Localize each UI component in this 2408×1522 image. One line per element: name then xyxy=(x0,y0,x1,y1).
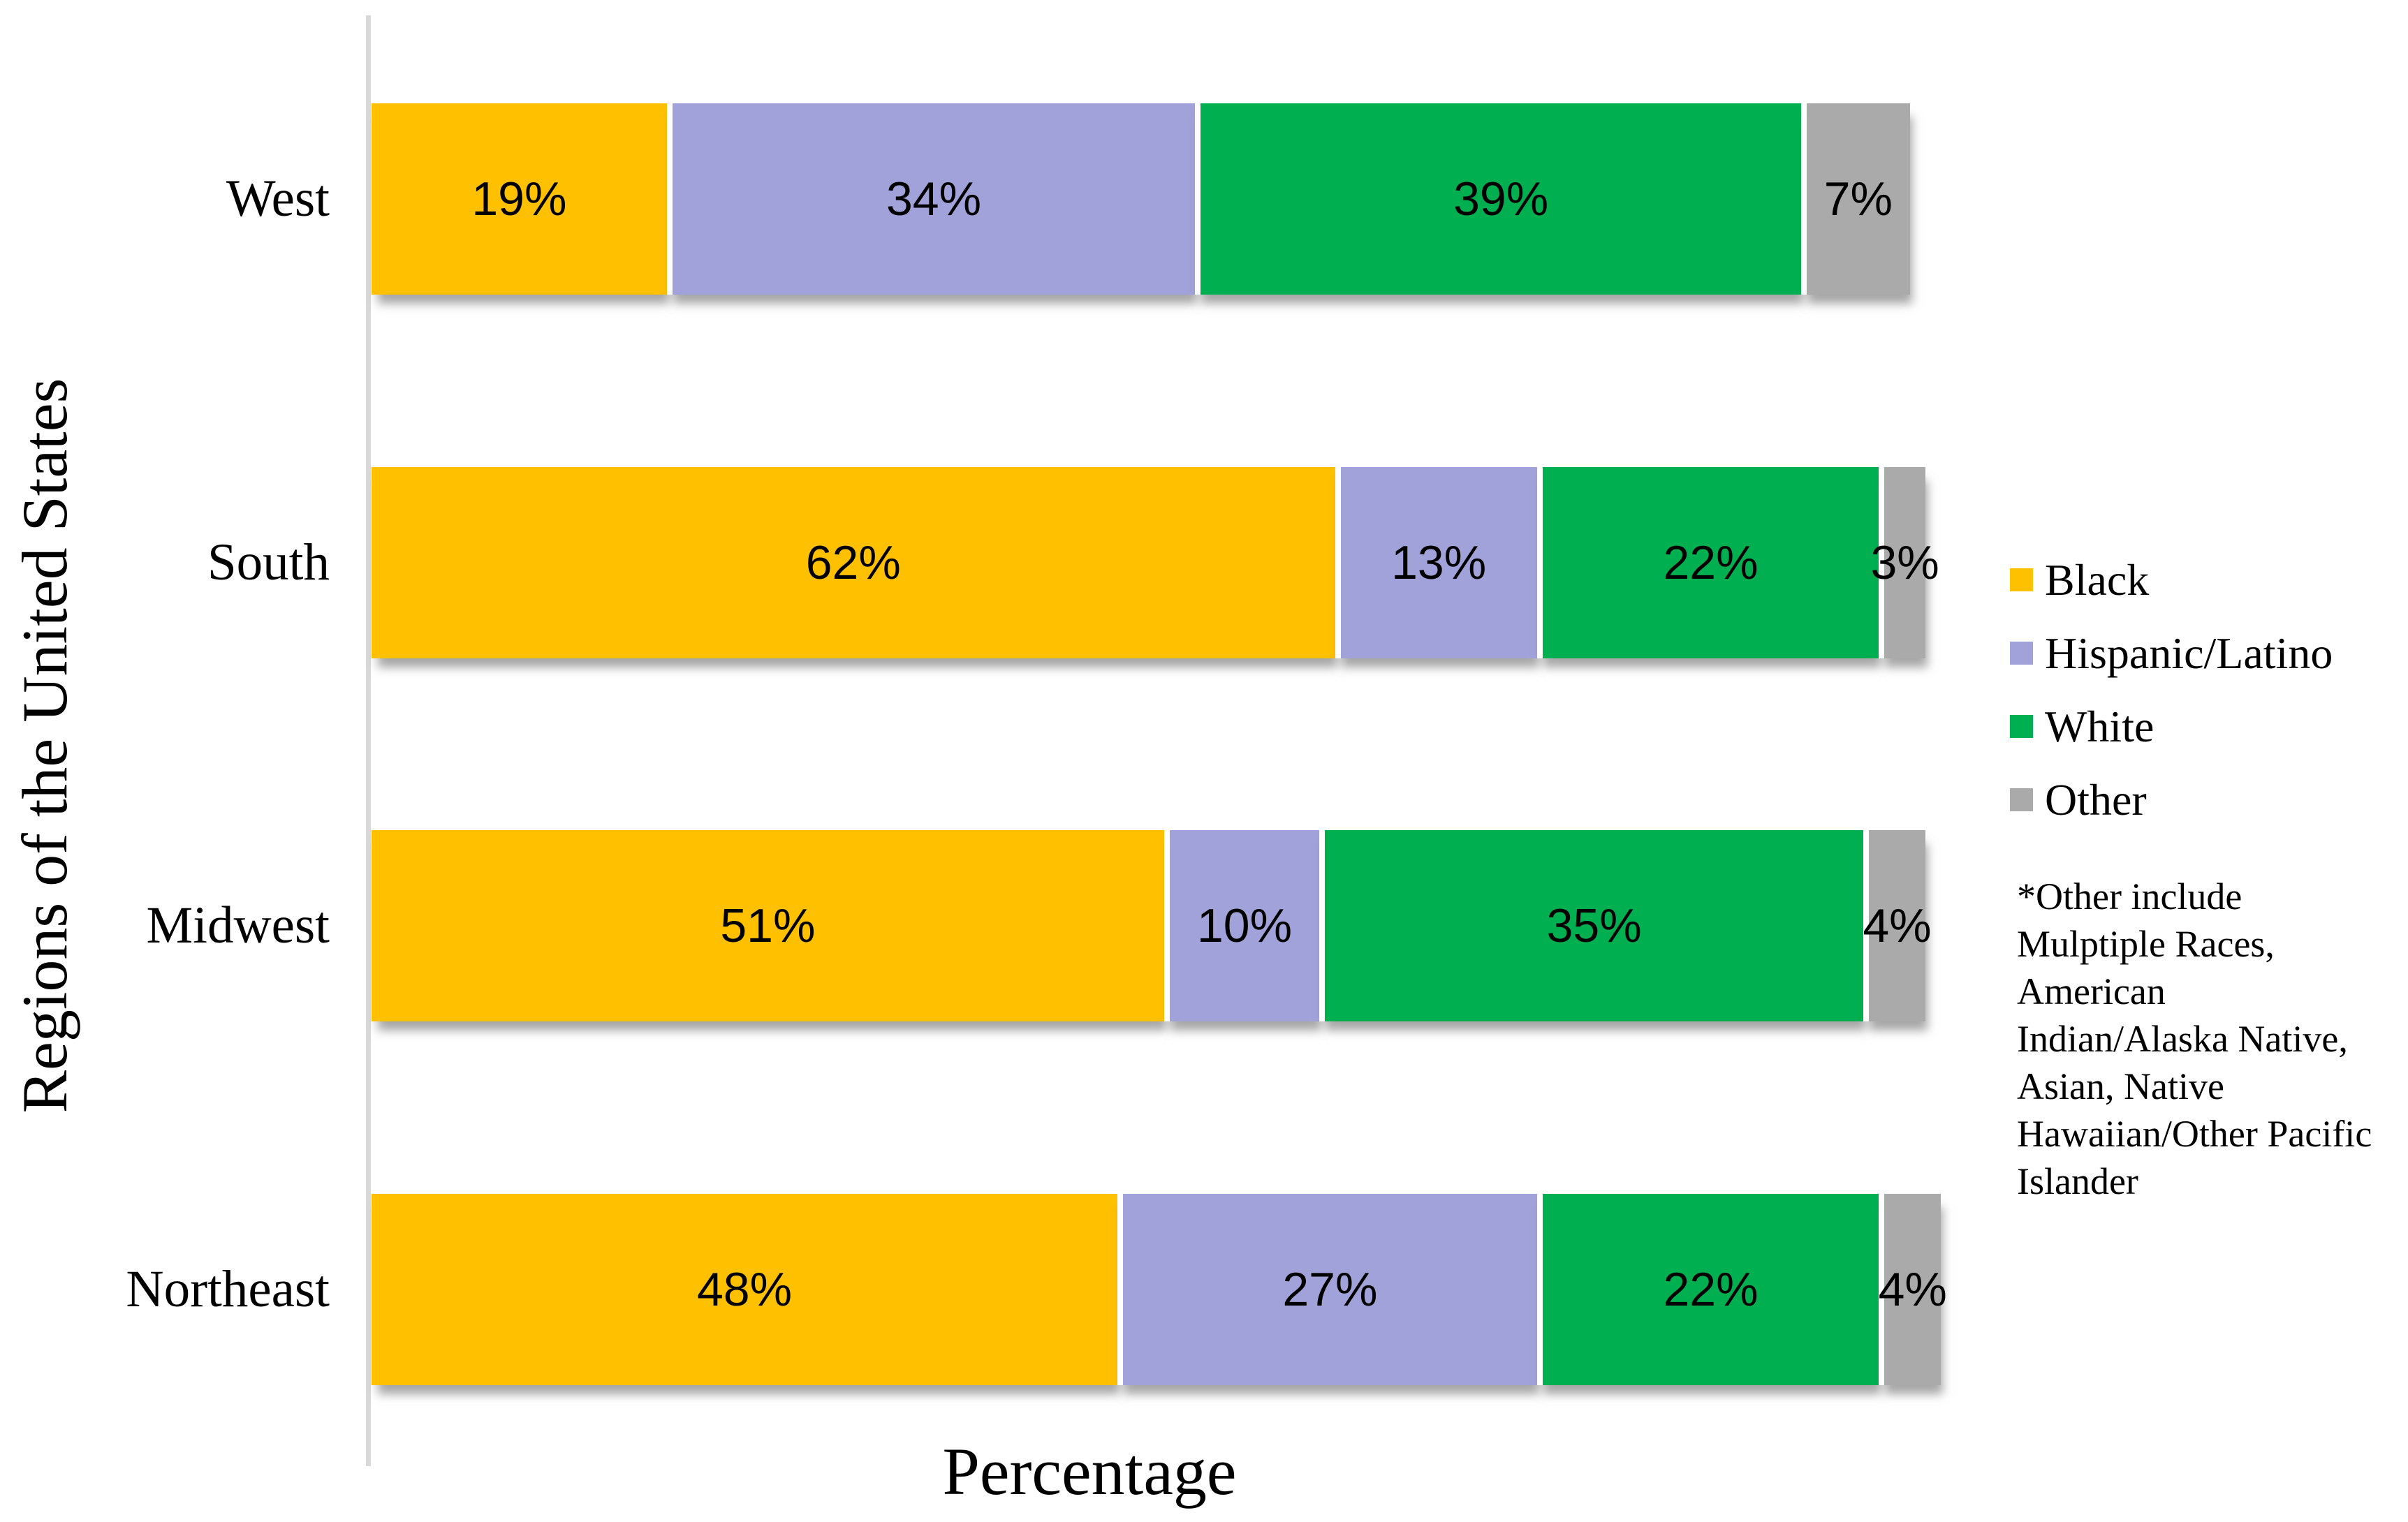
value-label-midwest-other: 4% xyxy=(1863,899,1932,952)
value-label-west-white: 39% xyxy=(1453,172,1549,226)
category-label-west: West xyxy=(226,170,330,228)
legend-swatch-other xyxy=(2010,788,2033,811)
bar-segment-west-other: 7% xyxy=(1801,103,1910,295)
value-label-south-black: 62% xyxy=(805,536,901,589)
legend-label-black: Black xyxy=(2045,554,2150,605)
bar-segment-midwest-black: 51% xyxy=(372,830,1164,1021)
y-axis-title: Regions of the United States xyxy=(9,378,80,1114)
bar-segment-midwest-white: 35% xyxy=(1319,830,1863,1021)
value-label-south-hispanic-latino: 13% xyxy=(1391,536,1487,589)
value-label-west-hispanic-latino: 34% xyxy=(886,172,982,226)
y-axis-line xyxy=(366,15,371,1466)
legend-item-black: Black xyxy=(2010,543,2333,616)
bar-segment-south-white: 22% xyxy=(1536,467,1879,658)
value-label-northeast-hispanic-latino: 27% xyxy=(1282,1263,1378,1316)
bar-segment-south-hispanic-latino: 13% xyxy=(1335,467,1537,658)
legend: Black Hispanic/Latino White Other xyxy=(2010,543,2333,836)
bar-row-midwest: 51% 10% 35% 4% xyxy=(372,830,1932,1021)
footnote-line: Hawaiian/Other Pacific xyxy=(2017,1113,2372,1155)
value-label-northeast-white: 22% xyxy=(1663,1263,1759,1316)
bar-segment-south-other: 3% xyxy=(1870,467,1939,658)
category-label-south: South xyxy=(207,533,330,591)
footnote-line: Indian/Alaska Native, xyxy=(2017,1018,2348,1060)
bar-segment-west-hispanic-latino: 34% xyxy=(666,103,1196,295)
value-label-midwest-white: 35% xyxy=(1546,899,1642,952)
legend-label-hispanic-latino: Hispanic/Latino xyxy=(2045,628,2333,678)
legend-item-white: White xyxy=(2010,690,2333,763)
value-label-west-black: 19% xyxy=(471,172,567,226)
bar-segment-midwest-other: 4% xyxy=(1863,830,1932,1021)
bar-row-south: 62% 13% 22% 3% xyxy=(372,467,1939,658)
bar-row-northeast: 48% 27% 22% 4% xyxy=(372,1194,1947,1385)
legend-label-other: Other xyxy=(2045,774,2147,825)
value-label-south-white: 22% xyxy=(1663,536,1759,589)
legend-item-hispanic-latino: Hispanic/Latino xyxy=(2010,616,2333,690)
footnote-line: Islander xyxy=(2017,1160,2138,1202)
value-label-midwest-black: 51% xyxy=(720,899,816,952)
legend-swatch-white xyxy=(2010,715,2033,738)
category-label-midwest: Midwest xyxy=(146,896,330,954)
value-label-west-other: 7% xyxy=(1823,172,1893,226)
value-label-northeast-black: 48% xyxy=(696,1263,793,1316)
value-label-south-other: 3% xyxy=(1870,536,1939,589)
bar-segment-northeast-hispanic-latino: 27% xyxy=(1117,1194,1537,1385)
bar-segment-west-white: 39% xyxy=(1195,103,1801,295)
value-label-northeast-other: 4% xyxy=(1878,1263,1947,1316)
legend-item-other: Other xyxy=(2010,763,2333,836)
bar-segment-west-black: 19% xyxy=(372,103,667,295)
category-label-northeast: Northeast xyxy=(126,1260,330,1318)
bar-segment-northeast-other: 4% xyxy=(1879,1194,1947,1385)
value-label-midwest-hispanic-latino: 10% xyxy=(1196,899,1293,952)
chart-footnote: *Other include Mulptiple Races, American In… xyxy=(2017,873,2408,1205)
footnote-line: Mulptiple Races, xyxy=(2017,923,2275,965)
bar-segment-midwest-hispanic-latino: 10% xyxy=(1163,830,1320,1021)
bar-segment-northeast-white: 22% xyxy=(1536,1194,1879,1385)
bar-segment-northeast-black: 48% xyxy=(372,1194,1117,1385)
bar-segment-south-black: 62% xyxy=(372,467,1335,658)
footnote-line: American xyxy=(2017,970,2166,1012)
bar-row-west: 19% 34% 39% 7% xyxy=(372,103,1910,295)
legend-swatch-black xyxy=(2010,568,2033,591)
legend-label-white: White xyxy=(2045,701,2154,751)
footnote-line: Asian, Native xyxy=(2017,1065,2224,1107)
footnote-line: *Other include xyxy=(2017,875,2242,917)
legend-swatch-hispanic-latino xyxy=(2010,642,2033,665)
x-axis-title: Percentage xyxy=(942,1434,1237,1509)
